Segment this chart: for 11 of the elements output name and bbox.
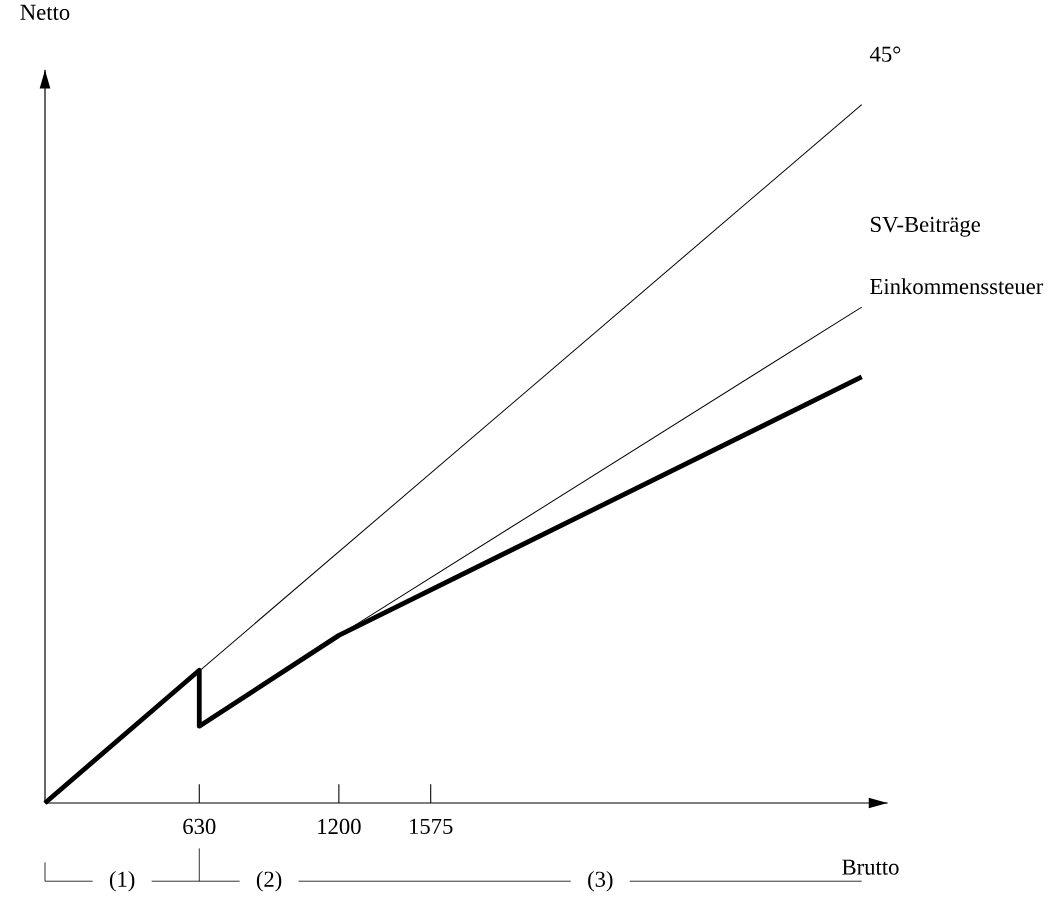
text: (1) [109, 870, 135, 892]
series-label: 45° [869, 46, 901, 62]
text: (2) [256, 870, 282, 892]
annotation: Einkommenssteuer [870, 278, 1044, 295]
text: (3) [588, 870, 613, 892]
annotation: SV-Beiträge [871, 216, 980, 237]
x-axis-title: Brutto [842, 859, 899, 875]
x-tick-label: 1575 [410, 818, 453, 834]
y-axis-title: Netto [20, 4, 70, 20]
x-tick-label: 1200 [318, 818, 361, 835]
x-tick-label: 630 [183, 818, 216, 835]
